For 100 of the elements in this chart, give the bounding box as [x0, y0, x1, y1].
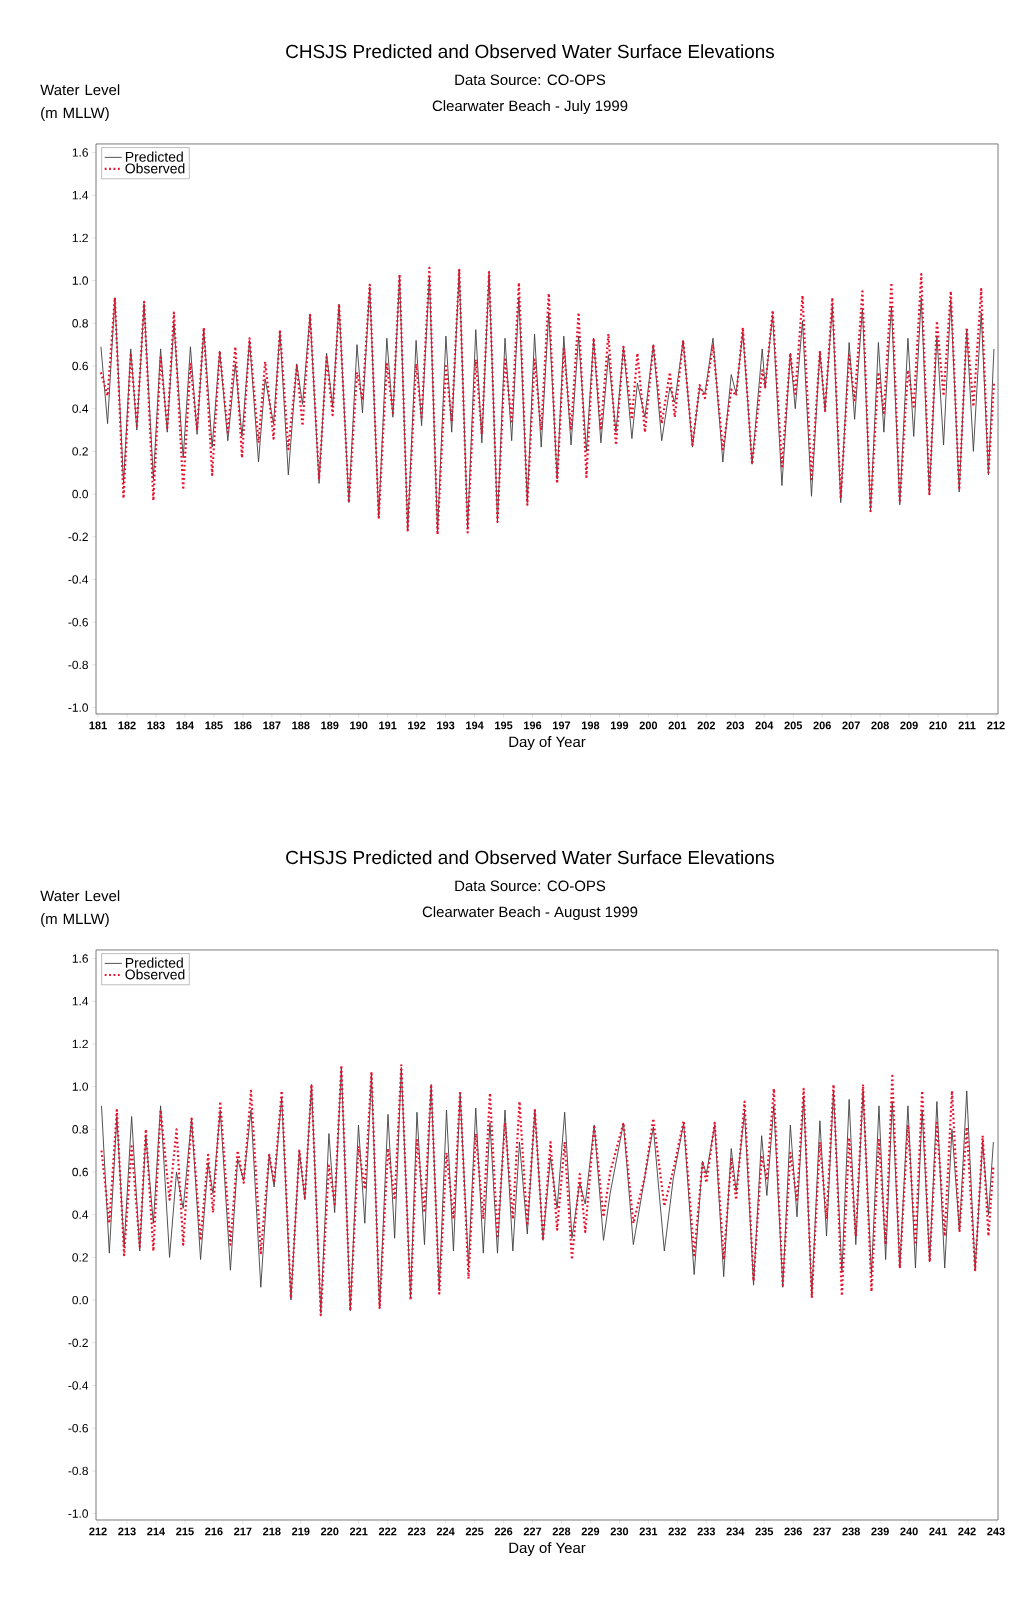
x-tick-label: 200	[639, 721, 658, 730]
x-tick-label: 212	[89, 1527, 107, 1536]
x-tick-label: 237	[813, 1527, 831, 1536]
legend-label: Observed	[125, 969, 185, 980]
x-tick-label: 209	[900, 721, 918, 730]
x-tick-label: 184	[176, 721, 194, 730]
y-tick-label: 0.0	[72, 1295, 89, 1305]
x-tick-label: 213	[118, 1527, 136, 1536]
x-tick-label: 196	[524, 721, 542, 730]
x-tick-label: 239	[871, 1527, 889, 1536]
x-tick-label: 235	[755, 1527, 774, 1536]
x-tick-label: 222	[378, 1527, 397, 1536]
y-tick-label: -0.6	[68, 1423, 88, 1433]
y-tick-label: 0.8	[72, 1125, 88, 1134]
x-tick-label: 219	[292, 1527, 310, 1536]
y-tick-label: 1.4	[72, 191, 89, 200]
x-tick-label: 229	[581, 1527, 600, 1536]
x-axis-title: Day of Year	[509, 1542, 586, 1557]
x-tick-label: 183	[147, 721, 165, 730]
x-tick-label: 190	[350, 721, 368, 730]
x-tick-label: 234	[726, 1527, 745, 1536]
y-tick-label: -0.8	[68, 1466, 88, 1476]
x-tick-label: 199	[610, 721, 629, 730]
x-tick-label: 210	[929, 721, 947, 730]
y-tick-label: 0.2	[72, 1253, 88, 1262]
y-tick-label: -1.0	[68, 1509, 89, 1518]
y-tick-label: -0.8	[68, 660, 88, 670]
x-tick-label: 195	[495, 721, 513, 730]
legend-label: Predicted	[125, 151, 183, 162]
x-tick-label: 223	[407, 1527, 426, 1536]
x-tick-label: 228	[552, 1527, 571, 1536]
y-tick-label: 1.6	[72, 148, 88, 157]
y-tick-label: -0.4	[68, 575, 89, 584]
y-tick-label: -0.4	[68, 1381, 89, 1390]
x-tick-label: 185	[205, 721, 223, 730]
x-tick-label: 218	[263, 1527, 281, 1536]
x-tick-label: 243	[987, 1527, 1005, 1536]
x-tick-label: 186	[234, 721, 252, 730]
x-tick-label: 241	[929, 1527, 947, 1536]
y-tick-label: -0.6	[68, 617, 88, 627]
source-note: Data Source: CO-OPS	[455, 74, 606, 86]
x-tick-label: 192	[408, 721, 426, 730]
y-tick-label: -0.2	[68, 1338, 88, 1348]
x-tick-label: 224	[436, 1527, 455, 1536]
y-tick-label: 0.4	[72, 1210, 89, 1219]
x-tick-label: 227	[523, 1527, 542, 1536]
y-axis-title: Water Level (m MLLW)	[40, 890, 120, 928]
x-tick-label: 226	[494, 1527, 513, 1536]
x-tick-label: 221	[349, 1527, 368, 1536]
y-tick-label: 0.6	[72, 1167, 88, 1177]
chart-title: CHSJS Predicted and Observed Water Surface Elevations	[286, 44, 775, 59]
y-tick-label: 0.8	[72, 319, 88, 328]
x-tick-label: 189	[321, 721, 339, 730]
chart-subtitle: Clearwater Beach - July 1999	[432, 100, 628, 115]
x-tick-label: 211	[958, 721, 976, 730]
x-tick-label: 232	[668, 1527, 687, 1536]
x-tick-label: 236	[784, 1527, 802, 1536]
y-tick-label: 1.6	[72, 954, 88, 963]
y-tick-label: 0.2	[72, 447, 88, 456]
y-tick-label: 1.2	[72, 233, 88, 243]
y-tick-label: -0.2	[68, 532, 88, 542]
x-tick-label: 191	[379, 721, 397, 730]
x-tick-label: 238	[842, 1527, 860, 1536]
x-tick-label: 212	[987, 721, 1005, 730]
x-tick-label: 203	[726, 721, 745, 730]
y-tick-label: 0.6	[72, 361, 88, 371]
x-tick-label: 193	[437, 721, 455, 730]
x-tick-label: 220	[321, 1527, 339, 1536]
x-tick-label: 207	[842, 721, 860, 730]
x-tick-label: 202	[697, 721, 716, 730]
x-tick-label: 198	[582, 721, 600, 730]
x-tick-label: 201	[668, 721, 687, 730]
x-tick-label: 240	[900, 1527, 918, 1536]
x-axis-title: Day of Year	[509, 736, 586, 751]
source-note: Data Source: CO-OPS	[455, 880, 606, 892]
x-tick-label: 182	[118, 721, 136, 730]
x-tick-label: 225	[465, 1527, 484, 1536]
y-tick-label: -1.0	[68, 703, 89, 712]
x-tick-label: 181	[89, 721, 107, 730]
x-tick-label: 215	[176, 1527, 194, 1536]
chart-title: CHSJS Predicted and Observed Water Surface Elevations	[286, 850, 775, 865]
x-tick-label: 188	[292, 721, 310, 730]
y-tick-label: 1.0	[72, 276, 89, 285]
y-tick-label: 1.4	[72, 997, 89, 1006]
x-tick-label: 205	[784, 721, 803, 730]
x-tick-label: 204	[755, 721, 774, 730]
y-tick-label: 1.0	[72, 1082, 89, 1091]
x-tick-label: 233	[697, 1527, 716, 1536]
legend-label: Observed	[125, 163, 185, 174]
y-tick-label: 0.0	[72, 489, 89, 499]
x-tick-label: 214	[147, 1527, 166, 1536]
legend-label: Predicted	[125, 957, 183, 968]
x-tick-label: 206	[813, 721, 831, 730]
x-tick-label: 230	[610, 1527, 629, 1536]
y-tick-label: 1.2	[72, 1039, 88, 1049]
x-tick-label: 194	[466, 721, 484, 730]
x-tick-label: 187	[263, 721, 281, 730]
chart-subtitle: Clearwater Beach - August 1999	[422, 906, 638, 921]
x-tick-label: 242	[958, 1527, 976, 1536]
x-tick-label: 231	[639, 1527, 658, 1536]
